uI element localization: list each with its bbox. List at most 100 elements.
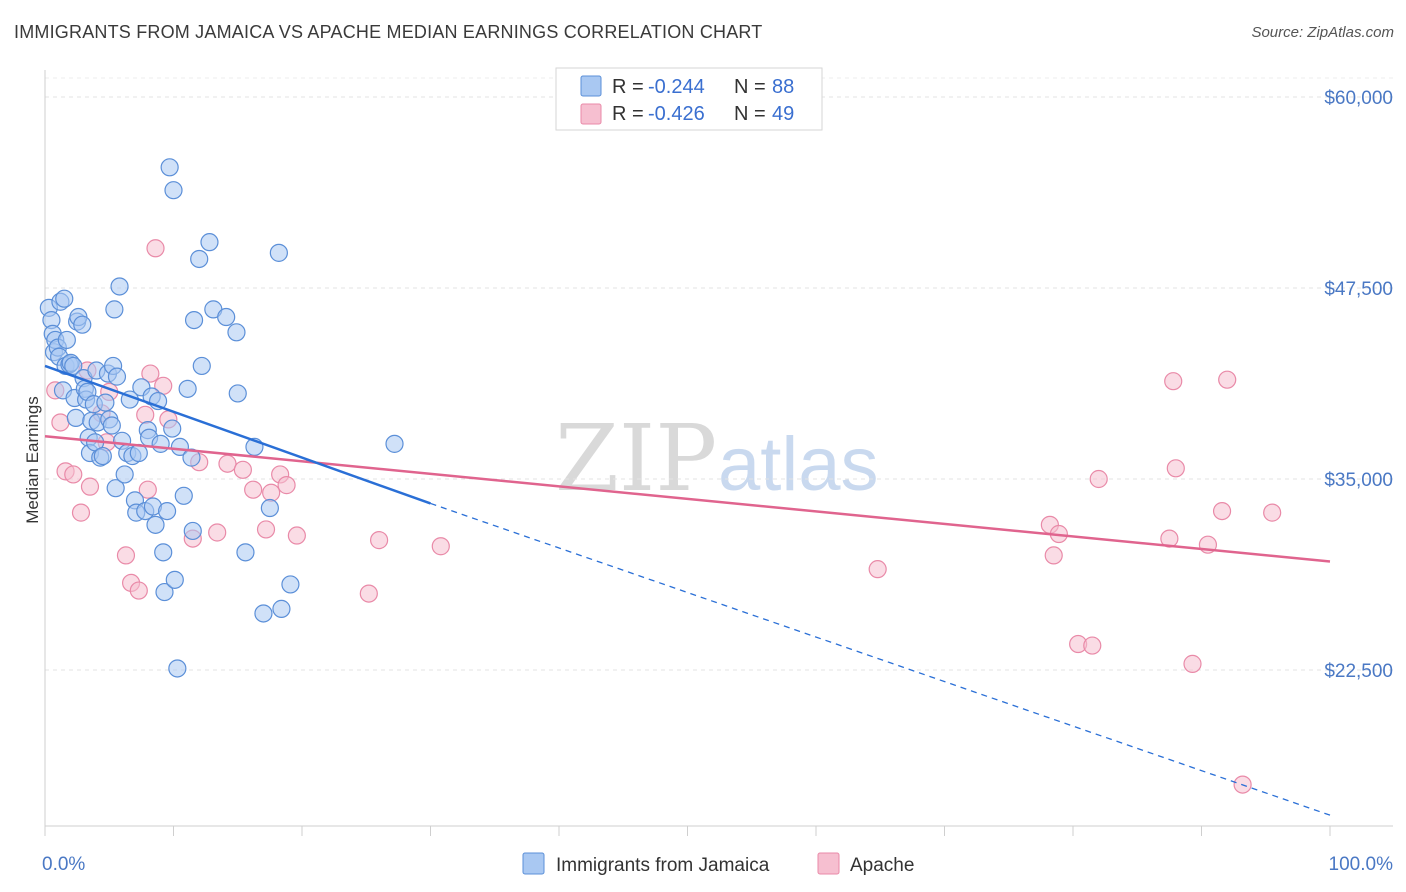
jamaica-point-65 (165, 570, 184, 589)
jamaica-point-69 (178, 379, 197, 398)
legend-r-value-1: -0.244 (648, 76, 705, 98)
apache-point-46 (1218, 370, 1237, 389)
apache-point-10 (116, 546, 136, 565)
jamaica-point-80 (236, 543, 255, 562)
top-legend: R = -0.244 N = 88 R = -0.426 N = 49 (555, 67, 823, 131)
jamaica-point-61 (157, 501, 177, 521)
apache-point-30 (359, 584, 378, 603)
bottom-legend-label-apache: Apache (850, 855, 914, 876)
jamaica-point-85 (272, 599, 291, 618)
apache-point-1 (51, 413, 70, 432)
jamaica-point-79 (228, 384, 247, 403)
legend-n-label-1: N = (734, 76, 766, 98)
x-tick-labels: 0.0% 100.0% (42, 854, 1393, 875)
jamaica-point-32 (93, 446, 112, 466)
grid-lines (45, 77, 1393, 671)
y-tick-label-0: $22,500 (1324, 661, 1393, 682)
jamaica-point-58 (151, 434, 170, 453)
apache-point-13 (136, 405, 155, 424)
apache-point-15 (141, 364, 160, 383)
jamaica-point-40 (107, 367, 127, 386)
jamaica-point-14 (64, 356, 83, 376)
watermark-atlas: atlas (718, 422, 879, 507)
jamaica-point-77 (217, 307, 236, 327)
bottom-legend-swatch-jamaica (522, 852, 545, 875)
jamaica-point-74 (192, 356, 211, 376)
legend-n-value-2: 49 (772, 103, 794, 125)
apache-point-12 (129, 581, 148, 600)
x-tick-label-1: 100.0% (1329, 854, 1394, 875)
jamaica-point-38 (105, 300, 124, 319)
bottom-legend-label-jamaica: Immigrants from Jamaica (556, 855, 770, 876)
bottom-legend: Immigrants from Jamaica Apache (522, 852, 914, 876)
legend-n-label-2: N = (734, 103, 766, 125)
jamaica-point-71 (183, 521, 202, 541)
jamaica-point-36 (102, 416, 121, 435)
legend-swatch-apache (580, 103, 602, 125)
jamaica-point-75 (200, 233, 219, 252)
apache-point-24 (244, 480, 263, 499)
bottom-legend-swatch-apache (817, 852, 840, 875)
apache-point-23 (233, 460, 252, 479)
chart-source: Source: ZipAtlas.com (1251, 24, 1394, 41)
apache-point-42 (1166, 459, 1185, 478)
jamaica-point-43 (115, 465, 134, 484)
jamaica-point-59 (154, 543, 173, 562)
apache-point-25 (256, 520, 276, 539)
jamaica-point-66 (168, 659, 187, 678)
jamaica-point-62 (160, 158, 179, 177)
apache-point-22 (218, 454, 237, 473)
y-tick-labels: $22,500 $35,000 $47,500 $60,000 (1324, 88, 1393, 682)
axes (44, 70, 1393, 836)
jamaica-point-73 (190, 249, 209, 269)
jamaica-point-82 (254, 604, 273, 623)
apache-point-45 (1212, 501, 1232, 521)
jamaica-point-33 (96, 393, 115, 412)
apache-point-32 (431, 537, 450, 556)
legend-swatch-jamaica (580, 75, 602, 97)
legend-r-label-2: R = (612, 103, 644, 125)
apache-point-16 (146, 239, 165, 258)
jamaica-point-39 (106, 479, 125, 498)
jamaica-point-64 (164, 181, 183, 200)
jamaica-point-9 (55, 289, 74, 308)
jamaica-point-86 (281, 575, 300, 594)
jamaica-point-67 (170, 437, 190, 457)
jamaica-point-87 (385, 434, 404, 453)
apache-point-29 (287, 526, 306, 545)
legend-r-label-1: R = (612, 76, 644, 98)
apache-point-3 (64, 465, 83, 484)
apache-point-43 (1183, 654, 1202, 673)
jamaica-point-68 (174, 486, 193, 505)
apache-points (46, 239, 1282, 794)
apache-point-31 (370, 531, 389, 550)
y-tick-label-2: $47,500 (1324, 279, 1393, 300)
trend-lines (44, 364, 1331, 816)
jamaica-point-60 (155, 582, 174, 602)
jamaica-trend-line (44, 364, 431, 505)
jamaica-point-41 (110, 277, 129, 296)
y-axis-label: Median Earnings (23, 396, 42, 524)
legend-r-value-2: -0.426 (648, 103, 705, 125)
apache-point-41 (1164, 372, 1183, 391)
legend-n-value-1: 88 (772, 76, 794, 98)
apache-point-33 (868, 560, 887, 579)
apache-point-26 (262, 483, 281, 502)
y-tick-label-3: $60,000 (1324, 88, 1393, 109)
jamaica-point-11 (57, 330, 76, 350)
jamaica-trend-dashed (430, 502, 1331, 816)
apache-point-14 (138, 480, 157, 499)
apache-point-28 (277, 476, 296, 495)
apache-point-38 (1083, 636, 1102, 655)
apache-point-39 (1089, 469, 1108, 489)
jamaica-point-78 (227, 323, 246, 342)
jamaica-point-19 (73, 315, 92, 334)
x-tick-label-0: 0.0% (42, 854, 85, 875)
jamaica-point-16 (66, 408, 85, 427)
jamaica-points (39, 158, 404, 678)
jamaica-point-72 (184, 310, 204, 330)
chart-title: IMMIGRANTS FROM JAMAICA VS APACHE MEDIAN… (14, 22, 763, 42)
jamaica-point-70 (182, 448, 201, 467)
y-tick-label-1: $35,000 (1324, 470, 1393, 491)
